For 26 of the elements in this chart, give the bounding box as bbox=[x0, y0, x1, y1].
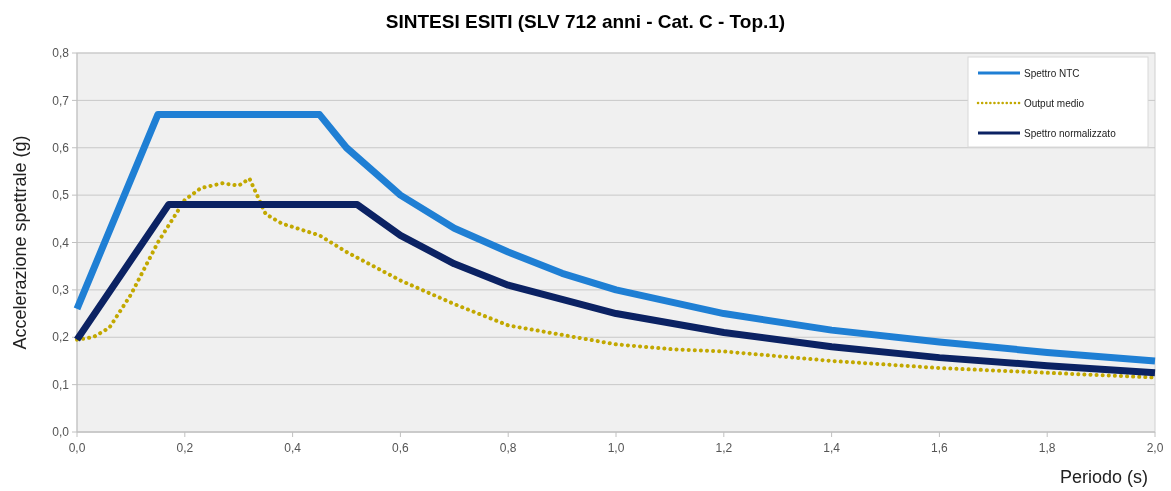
legend-label: Spettro normalizzato bbox=[1024, 127, 1117, 139]
x-tick-label: 0,2 bbox=[176, 441, 194, 455]
y-tick-label: 0,2 bbox=[52, 330, 70, 345]
y-tick-label: 0,6 bbox=[52, 140, 70, 155]
legend-label: Output medio bbox=[1024, 97, 1085, 109]
chart-title: SINTESI ESITI (SLV 712 anni - Cat. C - Top.1) bbox=[385, 11, 786, 32]
y-tick-label: 0,7 bbox=[52, 93, 70, 108]
y-tick-label: 0,1 bbox=[52, 377, 70, 392]
y-tick-label: 0,8 bbox=[52, 46, 70, 61]
y-tick-label: 0,3 bbox=[52, 283, 70, 298]
x-tick-label: 1,2 bbox=[715, 441, 733, 455]
x-tick-label: 0,4 bbox=[284, 441, 302, 455]
y-tick-label: 0,4 bbox=[52, 235, 70, 250]
y-axis-title: Accelerazione spettrale (g) bbox=[10, 135, 30, 350]
x-tick-label: 0,6 bbox=[392, 441, 410, 455]
x-tick-label: 2,0 bbox=[1146, 441, 1164, 455]
x-tick-label: 1,0 bbox=[607, 441, 625, 455]
x-tick-label: 1,6 bbox=[931, 441, 949, 455]
y-tick-label: 0,5 bbox=[52, 188, 70, 203]
x-tick-label: 0,8 bbox=[499, 441, 517, 455]
x-axis-title: Periodo (s) bbox=[1059, 467, 1148, 487]
x-tick-label: 0,0 bbox=[68, 441, 86, 455]
y-tick-label: 0,0 bbox=[52, 425, 70, 440]
legend-label: Spettro NTC bbox=[1024, 67, 1080, 79]
x-tick-label: 1,4 bbox=[823, 441, 841, 455]
x-tick-label: 1,8 bbox=[1038, 441, 1056, 455]
